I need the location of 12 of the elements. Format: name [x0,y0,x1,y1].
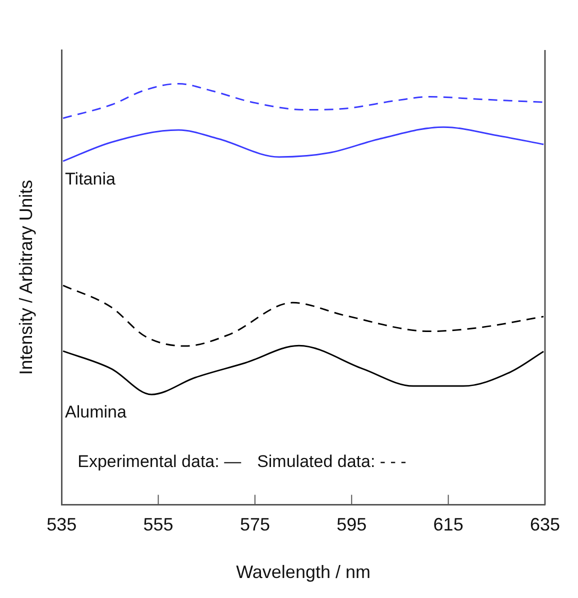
x-tick-label: 535 [46,514,77,535]
series-label: Titania [65,169,116,188]
annotation: Experimental data: — [78,452,242,471]
y-axis-title: Intensity / Arbitrary Units [16,180,36,375]
x-tick-label: 575 [240,514,270,535]
x-tick-label: 555 [143,514,174,535]
annotation: Simulated data: - - - [257,452,406,471]
x-axis-title: Wavelength / nm [236,562,370,582]
x-tick-label: 615 [433,514,464,535]
x-tick-label: 635 [530,514,560,535]
x-tick-label: 595 [336,514,367,535]
series-label: Alumina [65,402,128,422]
